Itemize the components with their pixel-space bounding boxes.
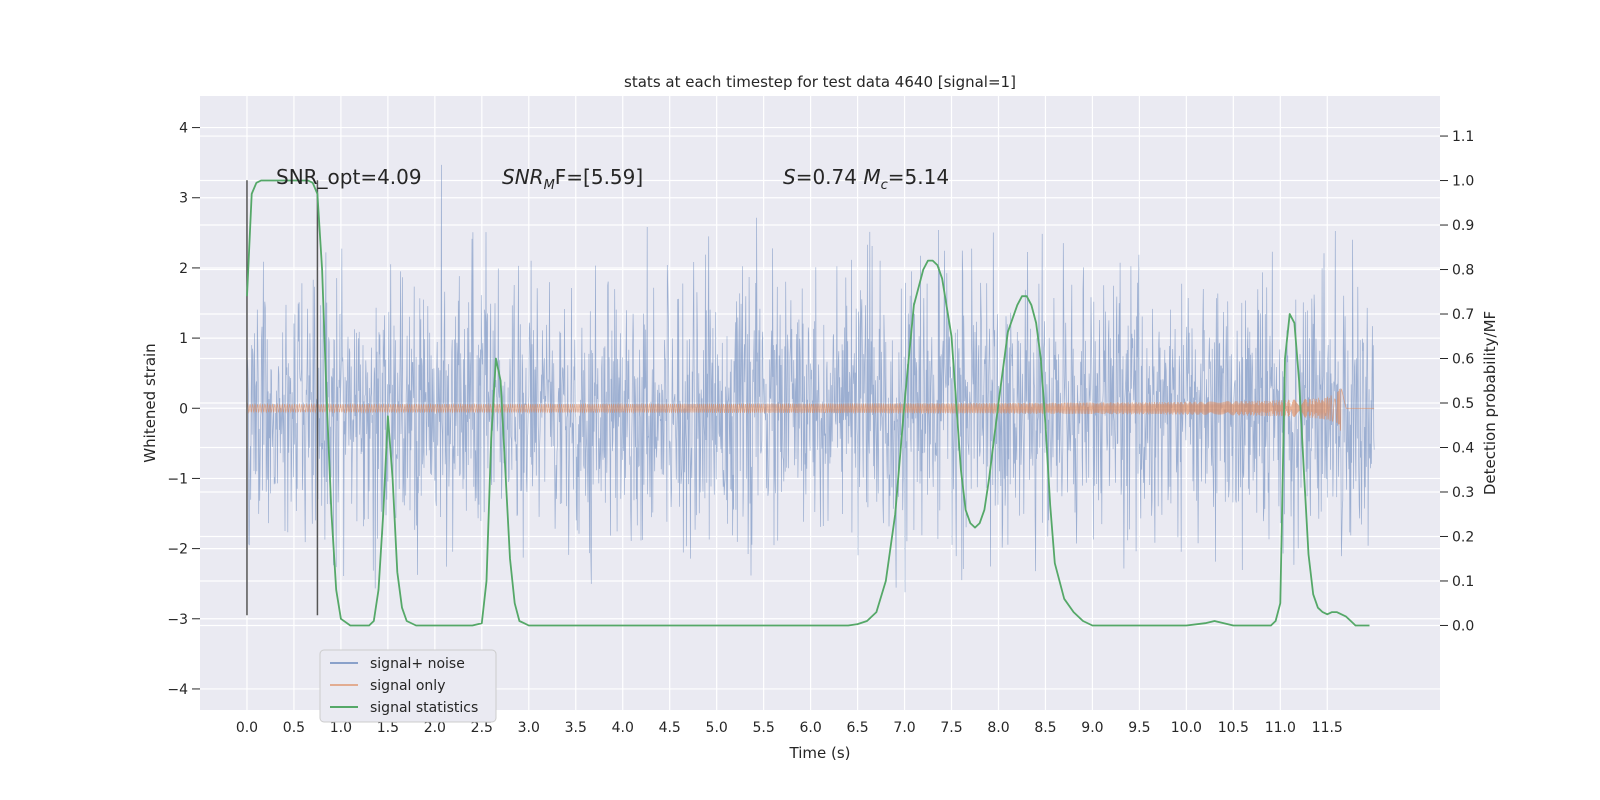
legend-label-signal-statistics: signal statistics: [370, 700, 478, 716]
x-tick-label: 11.5: [1312, 720, 1343, 736]
legend-label-signal-plus-noise: signal+ noise: [370, 656, 465, 672]
x-tick-label: 2.5: [471, 720, 493, 736]
x-tick-label: 2.0: [424, 720, 446, 736]
x-tick-label: 6.0: [799, 720, 821, 736]
annotation-snr-mf-rest: F=[5.59]: [555, 165, 643, 189]
series-line-signal-only: [246, 388, 1375, 431]
x-tick-label: 0.0: [236, 720, 258, 736]
x-tick-label: 4.5: [659, 720, 681, 736]
y-right-tick-label: 0.4: [1452, 440, 1474, 456]
x-tick-label: 5.5: [753, 720, 775, 736]
x-tick-label: 3.0: [518, 720, 540, 736]
x-tick-label: 8.0: [987, 720, 1009, 736]
x-tick-label: 9.0: [1081, 720, 1103, 736]
y-right-tick-label: 0.2: [1452, 529, 1474, 545]
y-right-tick-label: 0.9: [1452, 218, 1474, 234]
x-axis-ticks: 0.0 0.5 1.0 1.5 2.0 2.5 3.0 3.5 4.0 4.5 5.0 5.5 6.0 6…: [236, 720, 1343, 736]
y-axis-right-ticks: 0.0 0.1 0.2 0.3 0.4 0.5 0.6 0.7 0.8 0.9 1.0 1.1: [1440, 129, 1474, 634]
legend-label-signal-only: signal only: [370, 678, 445, 694]
x-tick-label: 9.5: [1128, 720, 1150, 736]
y-right-tick-label: 0.7: [1452, 307, 1474, 323]
annotation-snr-mf: SNRMF=[5.59]: [502, 165, 643, 193]
y-right-tick-label: 0.0: [1452, 618, 1474, 634]
y-left-tick-label: −1: [167, 471, 188, 487]
annotation-snr-opt: SNR_opt=4.09: [276, 165, 422, 189]
y-axis-left-title: Whitened strain: [141, 343, 159, 462]
y-left-tick-label: −2: [167, 542, 188, 558]
y-right-tick-label: 0.1: [1452, 574, 1474, 590]
x-tick-label: 10.0: [1171, 720, 1202, 736]
x-tick-label: 7.0: [893, 720, 915, 736]
chart-title: stats at each timestep for test data 464…: [624, 73, 1016, 91]
y-right-tick-label: 0.6: [1452, 352, 1474, 368]
annotations: SNR_opt=4.09 SNRMF=[5.59] S=0.74 Mc=5.14: [276, 165, 949, 193]
x-tick-label: 10.5: [1218, 720, 1249, 736]
x-tick-label: 4.0: [612, 720, 634, 736]
annotation-s-mc: S=0.74 Mc=5.14: [783, 165, 949, 193]
y-left-tick-label: 0: [179, 401, 188, 417]
y-left-tick-label: 3: [179, 191, 188, 207]
x-tick-label: 1.5: [377, 720, 399, 736]
y-right-tick-label: 0.3: [1452, 485, 1474, 501]
x-tick-label: 7.5: [940, 720, 962, 736]
y-right-tick-label: 0.5: [1452, 396, 1474, 412]
vertical-lines: [246, 180, 319, 616]
annotation-snr-mf-main: SNR: [502, 165, 544, 189]
series-line-signal-plus-noise: [246, 164, 1375, 593]
signal-plus-noise-series: [246, 164, 1375, 593]
y-axis-right-title: Detection probability/MF: [1481, 311, 1499, 495]
y-left-tick-label: 1: [179, 331, 188, 347]
x-axis-title: Time (s): [789, 744, 851, 762]
y-right-tick-label: 0.8: [1452, 263, 1474, 279]
series-line-signal-statistics: [246, 179, 1370, 627]
legend-box: [319, 649, 497, 723]
x-tick-label: 0.5: [283, 720, 305, 736]
y-right-tick-label: 1.1: [1452, 129, 1474, 145]
y-left-tick-label: −3: [167, 612, 188, 628]
signal-statistics-series: [246, 179, 1370, 627]
y-left-tick-label: 2: [179, 261, 188, 277]
signal-only-series: [246, 388, 1375, 431]
y-right-tick-label: 1.0: [1452, 174, 1474, 190]
y-left-tick-label: −4: [167, 682, 188, 698]
legend: signal+ noise signal only signal statist…: [319, 649, 497, 723]
x-tick-label: 6.5: [846, 720, 868, 736]
y-axis-left-ticks: −4 −3 −2 −1 0 1 2 3 4: [167, 121, 200, 698]
x-tick-label: 5.0: [706, 720, 728, 736]
x-tick-label: 3.5: [565, 720, 587, 736]
x-tick-label: 1.0: [330, 720, 352, 736]
x-tick-label: 11.0: [1265, 720, 1296, 736]
x-tick-label: 8.5: [1034, 720, 1056, 736]
annotation-snr-mf-sub: M: [544, 178, 555, 193]
y-left-tick-label: 4: [179, 121, 188, 137]
